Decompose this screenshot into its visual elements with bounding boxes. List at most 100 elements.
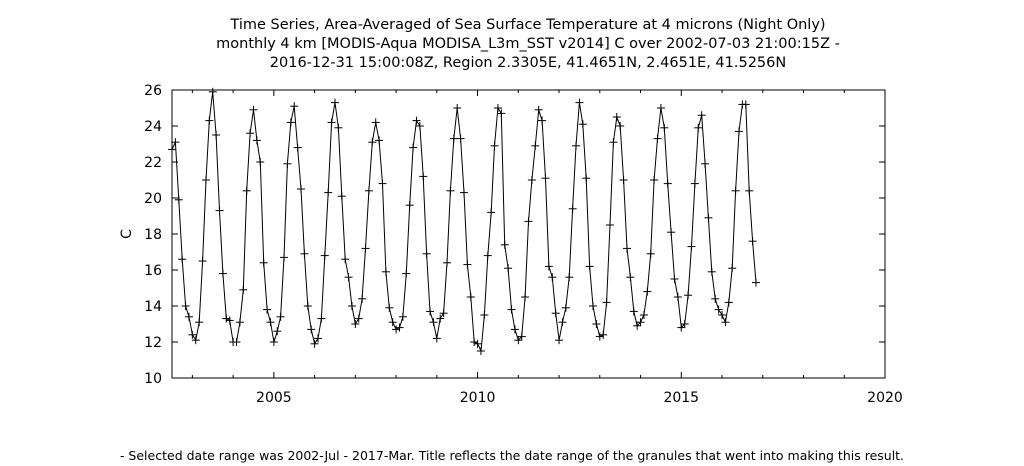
data-point xyxy=(609,138,618,147)
data-point xyxy=(541,174,550,183)
data-point xyxy=(619,176,628,184)
data-point xyxy=(534,105,543,114)
data-point xyxy=(222,314,231,323)
data-point xyxy=(510,325,519,334)
data-point xyxy=(293,143,302,152)
chart-title-line-1: Time Series, Area-Averaged of Sea Surfac… xyxy=(230,17,826,33)
data-point xyxy=(439,309,448,318)
y-tick-label: 18 xyxy=(144,227,162,243)
data-point xyxy=(561,303,570,312)
data-point xyxy=(436,314,445,323)
data-point xyxy=(701,159,710,168)
y-tick-label: 26 xyxy=(144,83,162,99)
data-point xyxy=(643,287,652,296)
x-tick-label: 2020 xyxy=(867,390,903,406)
data-point xyxy=(538,116,547,125)
x-tick-label: 2015 xyxy=(663,390,699,406)
data-point xyxy=(188,330,197,339)
data-point xyxy=(330,98,339,107)
data-point xyxy=(582,174,591,183)
data-point xyxy=(256,158,265,166)
data-point xyxy=(259,258,268,267)
data-point xyxy=(341,255,350,264)
data-point xyxy=(195,318,204,327)
data-point xyxy=(751,278,760,287)
y-tick-label: 12 xyxy=(144,335,162,351)
chart-title: Time Series, Area-Averaged of Sea Surfac… xyxy=(0,16,1024,73)
data-point xyxy=(748,237,757,246)
data-point xyxy=(364,186,373,195)
data-point xyxy=(249,105,258,114)
data-point xyxy=(347,302,356,310)
data-point xyxy=(242,186,251,195)
data-point xyxy=(266,318,275,327)
data-point xyxy=(500,240,509,249)
y-tick-label: 10 xyxy=(144,371,162,387)
data-point xyxy=(626,273,635,282)
data-point xyxy=(527,176,536,184)
chart-title-line-3: 2016-12-31 15:00:08Z, Region 2.3305E, 41… xyxy=(269,55,787,71)
data-point xyxy=(174,195,183,204)
data-point xyxy=(412,116,421,125)
data-point xyxy=(181,302,190,310)
data-point xyxy=(493,104,502,112)
data-point xyxy=(184,312,193,321)
data-point xyxy=(728,264,737,273)
data-point xyxy=(456,134,465,143)
y-tick-label: 22 xyxy=(144,155,162,171)
data-point xyxy=(646,249,655,258)
data-point xyxy=(402,269,411,278)
series-layer xyxy=(168,87,760,355)
data-point xyxy=(677,323,686,332)
data-point xyxy=(595,332,604,341)
data-point xyxy=(300,249,309,258)
data-point xyxy=(517,332,526,341)
data-point xyxy=(711,294,720,303)
data-point xyxy=(680,320,689,328)
data-point xyxy=(205,116,214,125)
data-point xyxy=(358,294,367,303)
data-point xyxy=(602,298,611,307)
data-point xyxy=(690,179,699,188)
data-point xyxy=(218,269,227,278)
data-point xyxy=(639,311,648,319)
data-point xyxy=(636,318,645,327)
data-point xyxy=(201,176,210,184)
data-point xyxy=(327,118,336,127)
y-tick-label: 24 xyxy=(144,119,162,135)
data-point xyxy=(684,291,693,300)
data-point xyxy=(446,186,455,195)
y-axis-label: C xyxy=(119,229,135,239)
data-point xyxy=(276,312,285,321)
data-point xyxy=(324,188,333,197)
chart-title-line-2: monthly 4 km [MODIS-Aqua MODISA_L3m_SST … xyxy=(216,36,840,52)
series-line xyxy=(171,91,757,353)
x-tick-label: 2005 xyxy=(256,390,292,406)
data-point xyxy=(246,129,255,138)
data-point xyxy=(735,127,744,136)
data-point xyxy=(585,262,594,271)
data-point xyxy=(283,159,292,168)
data-point xyxy=(721,318,730,327)
data-point xyxy=(544,262,553,271)
data-point xyxy=(524,217,533,226)
data-point xyxy=(344,273,353,282)
data-point xyxy=(317,314,326,323)
data-point xyxy=(171,138,180,147)
data-point xyxy=(480,311,489,319)
data-point xyxy=(745,186,754,195)
data-point xyxy=(405,201,414,210)
data-point xyxy=(351,320,360,328)
data-point xyxy=(487,208,496,217)
data-point xyxy=(476,347,485,355)
data-point xyxy=(663,179,672,188)
data-point xyxy=(290,102,299,111)
data-point xyxy=(269,338,278,346)
data-point xyxy=(612,113,621,121)
data-point xyxy=(673,293,682,301)
y-tick-label: 14 xyxy=(144,299,162,315)
data-point xyxy=(280,253,289,262)
data-point xyxy=(320,251,329,260)
data-point xyxy=(432,334,441,343)
data-point xyxy=(724,298,733,307)
